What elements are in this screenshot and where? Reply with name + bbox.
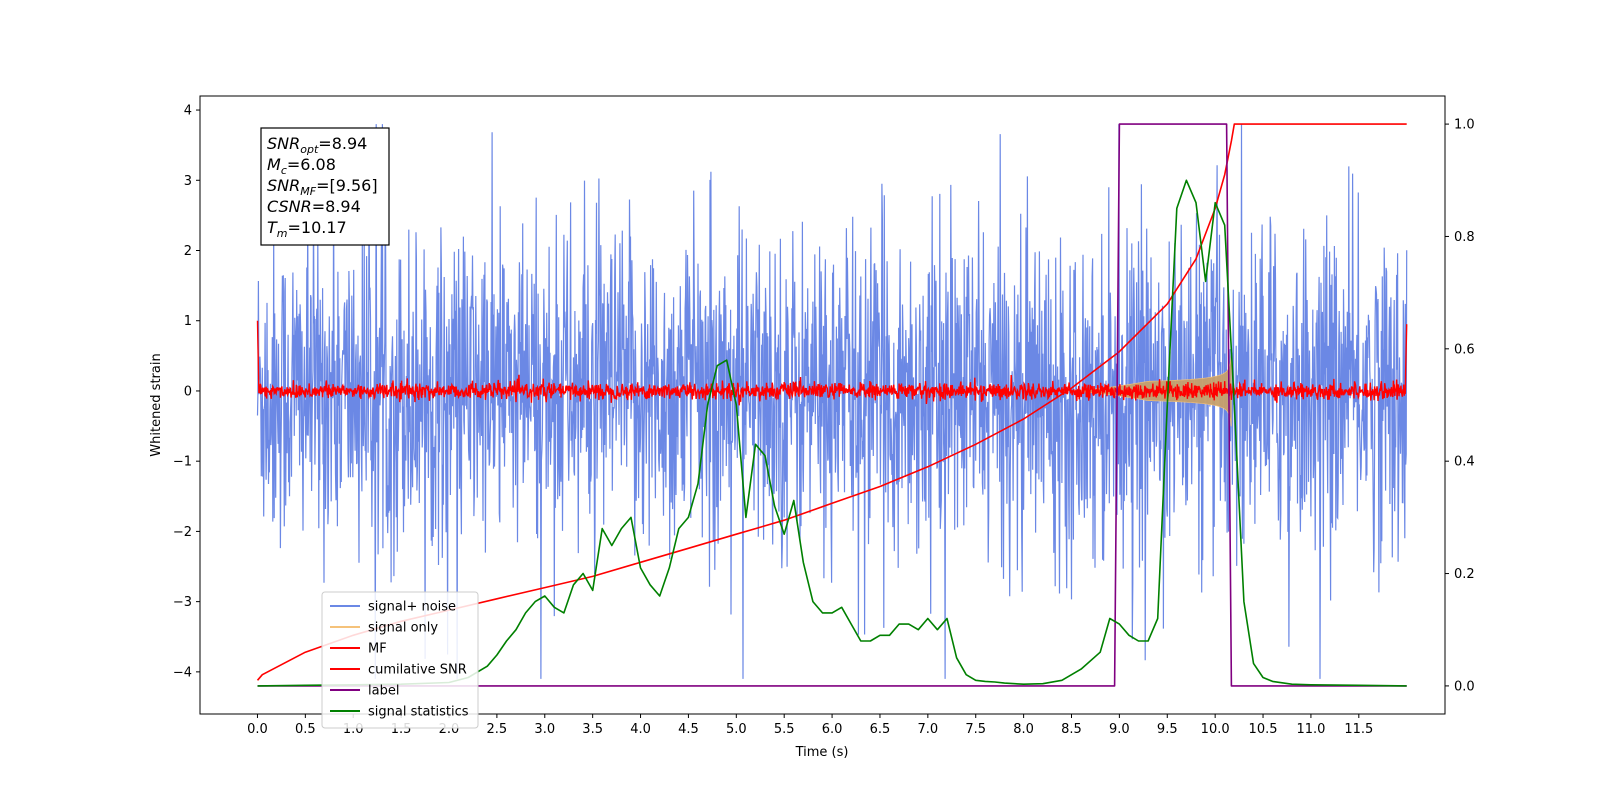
legend-label: label (368, 684, 399, 699)
y-tick-label: −3 (173, 595, 192, 610)
x-tick-label: 7.0 (918, 722, 939, 737)
x-tick-label: 6.5 (870, 722, 891, 737)
annotation-line: CSNR=8.94 (267, 197, 361, 216)
x-tick-label: 5.0 (726, 722, 747, 737)
legend-label: signal+ noise (368, 600, 456, 615)
y-tick-label: −4 (173, 665, 192, 680)
legend-label: signal only (368, 621, 438, 636)
y-right-tick-label: 0.2 (1454, 567, 1475, 582)
x-tick-label: 3.0 (534, 722, 555, 737)
y-right-tick-label: 0.8 (1454, 230, 1475, 245)
x-tick-label: 11.0 (1296, 722, 1325, 737)
x-tick-label: 4.5 (678, 722, 699, 737)
y-right-tick-label: 1.0 (1454, 118, 1475, 133)
axes: 0.0 0.5 1.0 1.5 2.0 2.5 3.0 3.5 4.0 4.5 5.0 5.5 6.0 6… (173, 104, 1475, 737)
annotation-line: Tm=10.17 (267, 218, 347, 240)
y-tick-label: 4 (184, 104, 192, 119)
x-tick-label: 2.5 (487, 722, 508, 737)
x-tick-label: 9.5 (1157, 722, 1178, 737)
series-mf-line (256, 320, 1408, 406)
y-tick-label: 1 (184, 314, 192, 329)
legend: signal+ noise signal only MF cumilative SNR… (321, 591, 479, 729)
x-tick-label: 11.5 (1344, 722, 1373, 737)
y-right-tick-label: 0.4 (1454, 455, 1475, 470)
legend-label: MF (368, 642, 387, 657)
x-tick-label: 5.5 (774, 722, 795, 737)
x-tick-label: 3.5 (582, 722, 603, 737)
y-tick-label: 3 (184, 174, 192, 189)
series-label-line (257, 123, 1407, 687)
x-tick-label: 10.0 (1201, 722, 1230, 737)
x-tick-label: 10.5 (1249, 722, 1278, 737)
annotation-line: Mc=6.08 (267, 155, 336, 177)
y-tick-label: −2 (173, 525, 192, 540)
annotation-frame (260, 127, 390, 246)
series-signal-noise-line (256, 124, 1408, 679)
plot-area (256, 123, 1408, 687)
legend-label: cumilative SNR (368, 663, 467, 678)
legend-frame (321, 591, 479, 729)
series-signal-statistics-line (257, 179, 1407, 687)
x-tick-label: 0.5 (295, 722, 316, 737)
annotation-line: SNRopt=8.94 (267, 134, 367, 156)
y-tick-label: −1 (173, 455, 192, 470)
x-tick-label: 7.5 (965, 722, 986, 737)
legend-label: signal statistics (368, 705, 469, 720)
x-tick-label: 8.5 (1061, 722, 1082, 737)
axes-frame (199, 95, 1446, 715)
x-tick-label: 4.0 (630, 722, 651, 737)
x-axis-label: Time (s) (795, 745, 849, 760)
x-tick-label: 0.0 (247, 722, 268, 737)
y-tick-label: 2 (184, 244, 192, 259)
x-tick-label: 6.0 (822, 722, 843, 737)
y-tick-label: 0 (184, 384, 192, 399)
x-tick-label: 8.0 (1013, 722, 1034, 737)
y-right-tick-label: 0.6 (1454, 342, 1475, 357)
x-tick-label: 9.0 (1109, 722, 1130, 737)
y-axis-label: Whitened strain (149, 353, 164, 456)
y-right-tick-label: 0.0 (1454, 679, 1475, 694)
annotation-line: SNRMF=[9.56] (267, 176, 378, 198)
